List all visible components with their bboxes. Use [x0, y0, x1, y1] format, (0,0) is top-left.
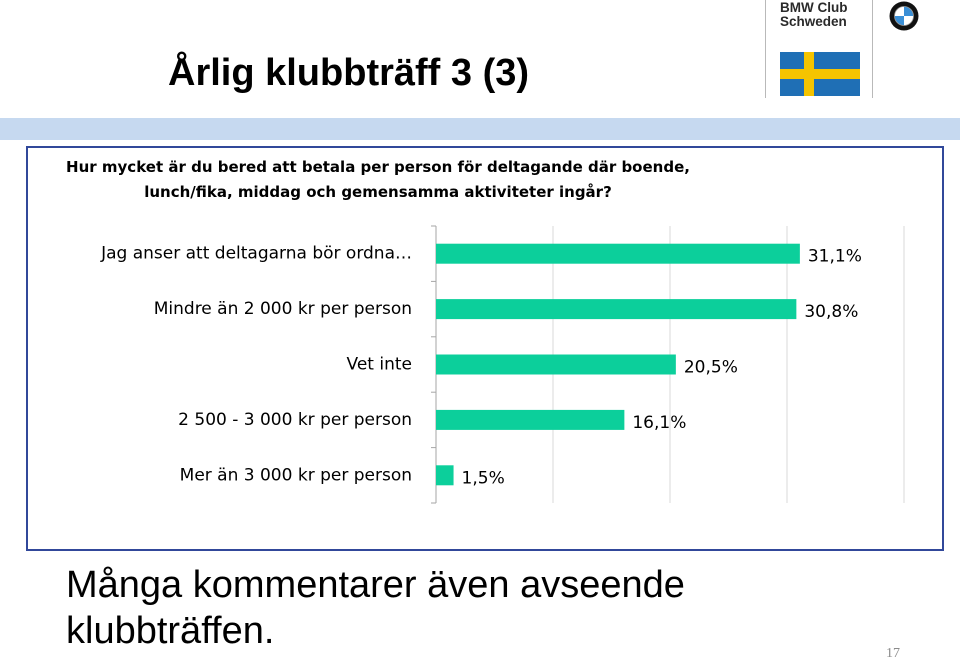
category-label: 2 500 - 3 000 kr per person — [178, 410, 412, 430]
club-logo-line: BMW Club — [780, 0, 848, 15]
data-label: 31,1% — [808, 247, 862, 267]
bar — [436, 354, 676, 375]
category-label: Vet inte — [347, 355, 412, 375]
bar — [436, 243, 800, 264]
slide-title: Årlig klubbträff 3 (3) — [168, 52, 530, 94]
comment-line: klubbträffen. — [66, 610, 275, 652]
chart-title-line: lunch/fika, middag och gemensamma aktivi… — [144, 183, 612, 201]
page-number: 17 — [886, 646, 900, 661]
club-logo-line: Schweden — [780, 14, 847, 29]
comment-text: Många kommentarer även avseende klubbträ… — [66, 562, 685, 654]
data-label: 30,8% — [804, 302, 858, 322]
data-label: 20,5% — [684, 358, 738, 378]
logo-divider — [872, 0, 873, 98]
bar — [436, 409, 625, 430]
swedish-flag-icon — [780, 52, 860, 96]
logo-divider — [765, 0, 766, 98]
bar-chart: Jag anser att deltagarna bör ordna… 31,1%… — [100, 225, 905, 504]
header-band — [0, 118, 960, 140]
chart-title-line: Hur mycket är du bered att betala per pe… — [66, 158, 690, 176]
data-label: 16,1% — [632, 413, 686, 433]
chart-frame: Jag anser att deltagarna bör ordna… 31,1%… — [26, 146, 944, 551]
category-label: Mer än 3 000 kr per person — [180, 465, 412, 485]
bar — [436, 465, 454, 486]
bar — [436, 299, 797, 320]
chart-title: Hur mycket är du bered att betala per pe… — [28, 155, 728, 205]
club-logo-text: BMW Club Schweden — [780, 1, 870, 29]
data-label: 1,5% — [462, 468, 505, 488]
category-label: Mindre än 2 000 kr per person — [154, 299, 412, 319]
comment-line: Många kommentarer även avseende — [66, 564, 685, 606]
category-label: Jag anser att deltagarna bör ordna… — [100, 244, 412, 264]
bmw-roundel-icon — [889, 1, 919, 31]
